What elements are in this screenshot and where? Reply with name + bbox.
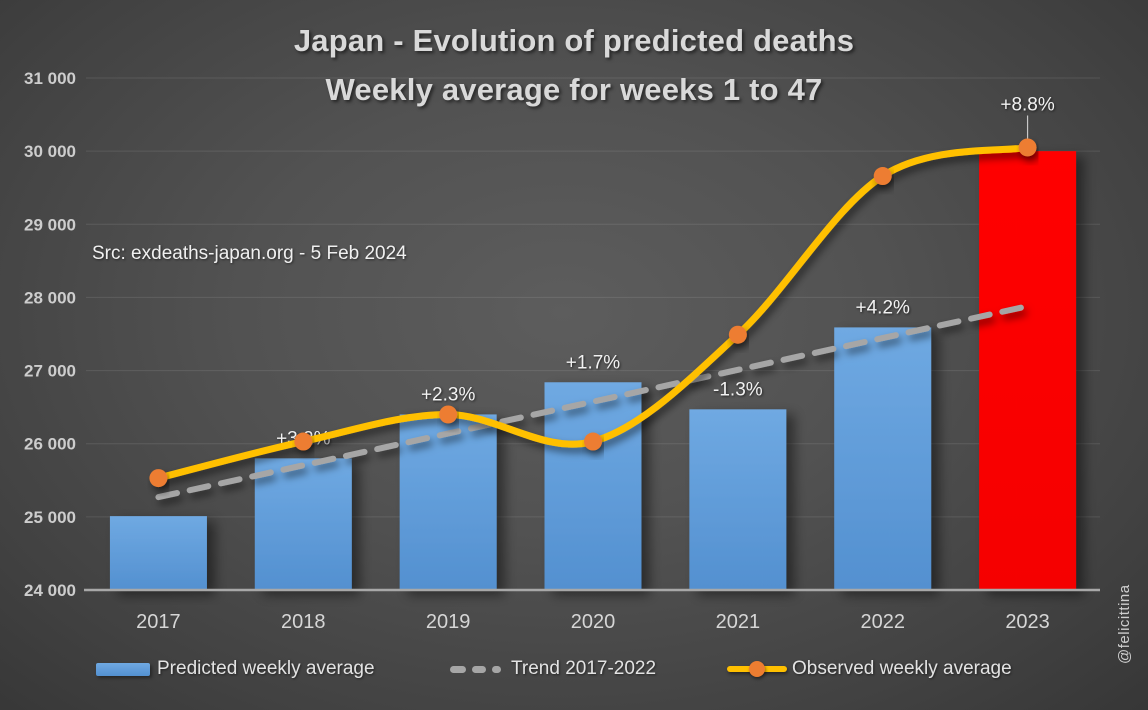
- pct-label-2019: +2.3%: [421, 384, 476, 405]
- y-tick-label-28000: 28 000: [24, 288, 76, 307]
- observed-marker-2022: [873, 167, 892, 186]
- y-tick-label-27000: 27 000: [24, 362, 76, 381]
- source-note: Src: exdeaths-japan.org - 5 Feb 2024: [92, 243, 407, 264]
- x-label-2017: 2017: [136, 611, 181, 633]
- legend-trend-label: Trend 2017-2022: [511, 658, 657, 679]
- bar-2019: [399, 414, 497, 590]
- watermark: @felicittina: [1116, 584, 1133, 664]
- y-tick-label-31000: 31 000: [24, 69, 76, 88]
- pct-label-2023: +8.8%: [1000, 94, 1055, 115]
- legend-item-trend: Trend 2017-2022: [450, 658, 656, 680]
- y-tick-label-29000: 29 000: [24, 215, 76, 234]
- bar-2022: [834, 327, 932, 590]
- bar-2023: [979, 151, 1077, 590]
- observed-marker-2023: [1018, 138, 1037, 157]
- trend-line: [155, 303, 1031, 501]
- legend-item-observed: Observed weekly average: [727, 658, 1012, 680]
- observed-marker-2020: [584, 432, 602, 451]
- legend-item-predicted: Predicted weekly average: [96, 658, 375, 680]
- x-label-2023: 2023: [1005, 611, 1050, 633]
- x-label-2019: 2019: [426, 611, 471, 633]
- y-tick-label-24000: 24 000: [24, 581, 76, 600]
- legend-trend-swatch-icon: [450, 665, 507, 673]
- x-label-2018: 2018: [281, 611, 326, 633]
- x-label-2021: 2021: [716, 611, 761, 633]
- observed-marker-2019: [439, 405, 458, 424]
- pct-label-2020: +1.7%: [566, 352, 621, 373]
- chart-title: Japan - Evolution of predicted deaths We…: [0, 16, 1148, 114]
- observed-marker-2018: [294, 432, 313, 451]
- x-label-2020: 2020: [571, 611, 616, 633]
- legend-observed-swatch-icon: [727, 660, 787, 678]
- pct-label-2021: -1.3%: [713, 379, 763, 400]
- y-tick-label-30000: 30 000: [24, 142, 76, 161]
- y-tick-label-25000: 25 000: [24, 508, 76, 527]
- observed-marker-2017: [149, 469, 168, 488]
- chart-legend: Predicted weekly average Trend 2017-2022…: [0, 658, 1148, 688]
- bar-2021: [689, 409, 787, 590]
- chart-title-line2: Weekly average for weeks 1 to 47: [325, 72, 823, 107]
- y-tick-label-26000: 26 000: [24, 435, 76, 454]
- bar-2018: [254, 458, 352, 590]
- legend-observed-label: Observed weekly average: [792, 658, 1012, 679]
- legend-predicted-swatch-icon: [96, 662, 150, 676]
- observed-marker-2021: [728, 325, 747, 344]
- chart-title-line1: Japan - Evolution of predicted deaths: [293, 23, 855, 58]
- legend-predicted-label: Predicted weekly average: [157, 658, 375, 679]
- pct-label-2022: +4.2%: [856, 297, 911, 318]
- bar-2020: [544, 382, 642, 590]
- bar-2017: [109, 516, 207, 590]
- x-label-2022: 2022: [860, 611, 905, 633]
